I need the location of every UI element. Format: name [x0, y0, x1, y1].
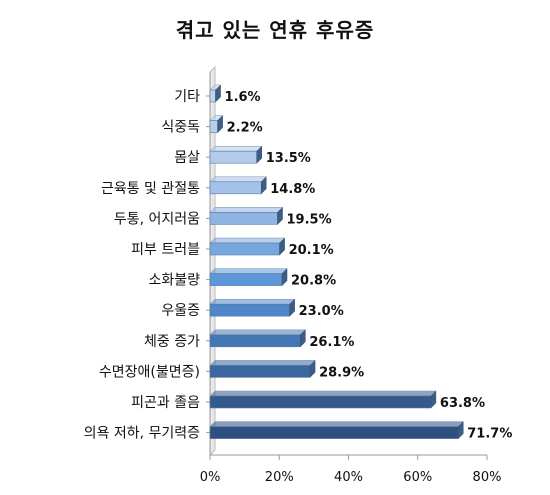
category-label: 피부 트러블 [131, 242, 200, 258]
x-tick-label: 40% [334, 470, 363, 485]
bar [209, 273, 283, 286]
chart-title: 겪고 있는 연휴 후유증 [175, 18, 375, 42]
bar-side [309, 359, 316, 379]
bar-top [209, 176, 267, 183]
bar-top [209, 268, 288, 274]
value-label: 71.7% [467, 427, 512, 442]
category-label: 체중 증가 [144, 334, 200, 350]
x-tick-label: 0% [200, 470, 221, 485]
bar [209, 120, 218, 133]
category-label: 몸살 [174, 150, 200, 166]
category-label: 의욕 저하, 무기력증 [84, 426, 201, 442]
bar [209, 334, 301, 348]
bar-top [209, 390, 437, 397]
bar [209, 426, 459, 439]
bar-side [300, 329, 306, 348]
bar [209, 395, 432, 409]
value-label: 63.8% [440, 396, 485, 411]
x-tick-label: 20% [265, 470, 294, 485]
bar-top [209, 329, 306, 336]
value-label: 13.5% [266, 151, 311, 166]
bar-side [277, 206, 283, 226]
bar [209, 365, 311, 378]
bar-side [215, 84, 221, 103]
bar-top [209, 421, 464, 427]
category-label: 기타 [174, 89, 200, 105]
value-label: 23.0% [299, 304, 344, 319]
value-label: 20.1% [289, 243, 334, 258]
bar-side [458, 420, 464, 440]
bar-side [260, 176, 267, 195]
bar-side [279, 237, 285, 256]
bar-side [281, 267, 288, 287]
bar-top [209, 237, 286, 244]
bar-side [289, 298, 295, 317]
bar-top [209, 298, 296, 305]
bar-top [209, 207, 284, 213]
bar-side [256, 145, 262, 164]
value-label: 26.1% [309, 335, 354, 350]
value-label: 1.6% [225, 90, 261, 105]
value-label: 28.9% [319, 365, 364, 380]
bar [209, 181, 262, 195]
value-label: 20.8% [291, 274, 336, 289]
bar-side [430, 390, 437, 409]
bar-side [217, 114, 223, 134]
x-tick-label: 80% [473, 470, 502, 485]
value-label: 2.2% [227, 121, 263, 136]
category-label: 우울증 [161, 303, 200, 319]
bar [209, 242, 280, 256]
bar [209, 303, 290, 317]
x-tick-label: 60% [403, 470, 432, 485]
category-label: 수면장애(불면증) [99, 364, 200, 380]
category-label: 두통, 어지러움 [114, 211, 200, 227]
category-label: 소화불량 [148, 273, 200, 289]
category-label: 근육통 및 관절통 [101, 181, 200, 197]
value-label: 19.5% [287, 212, 332, 227]
bar [209, 89, 216, 103]
bar-top [209, 360, 316, 366]
bar [209, 212, 278, 225]
category-label: 식중독 [161, 120, 200, 136]
value-label: 14.8% [270, 182, 315, 197]
category-label: 피곤과 졸음 [131, 395, 200, 411]
bar-top [209, 145, 263, 152]
bar [209, 150, 258, 164]
